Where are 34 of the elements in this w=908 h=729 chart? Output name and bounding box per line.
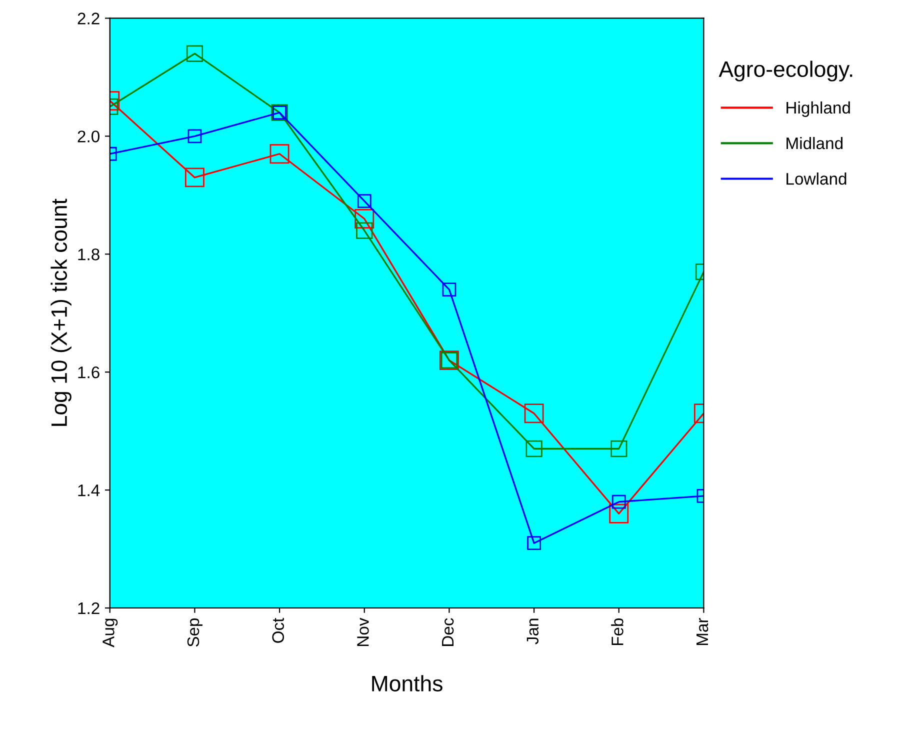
x-tick-label: Aug	[102, 618, 118, 648]
point	[527, 536, 541, 550]
x-tick-label: Mar	[696, 618, 708, 646]
x-tick-label: Jan	[526, 618, 539, 644]
point	[524, 404, 544, 424]
y-tick-label: 1.8	[78, 248, 100, 260]
point	[354, 209, 374, 228]
x-axis-title: Months	[372, 675, 442, 692]
y-tick-label: 1.4	[78, 484, 100, 496]
x-tick-label: Sep	[187, 618, 202, 647]
point	[188, 129, 202, 144]
point	[609, 504, 629, 524]
legend-label: Highland	[786, 101, 850, 117]
y-tick-label: 1.2	[78, 602, 100, 614]
x-tick-label: Dec	[442, 618, 454, 646]
point	[186, 45, 204, 62]
point	[612, 494, 626, 509]
point	[356, 222, 373, 239]
point	[442, 282, 456, 296]
x-tick-label: Feb	[611, 618, 624, 646]
x-tick-label: Nov	[357, 618, 369, 646]
y-tick-label: 2.0	[78, 130, 100, 142]
legend-title: Agro-ecology.	[718, 60, 852, 82]
point	[357, 194, 372, 208]
point	[526, 440, 542, 458]
point	[270, 144, 290, 164]
y-tick-label: 1.6	[78, 366, 100, 378]
legend-label: Midland	[786, 136, 842, 150]
point	[610, 440, 628, 458]
y-axis-title: Log 10 (X+1) tick count	[50, 198, 72, 426]
y-tick-label: 2.2	[78, 12, 100, 24]
point	[184, 168, 204, 188]
x-tick-label: Oct	[272, 618, 284, 643]
legend-label: Lowland	[786, 172, 846, 185]
